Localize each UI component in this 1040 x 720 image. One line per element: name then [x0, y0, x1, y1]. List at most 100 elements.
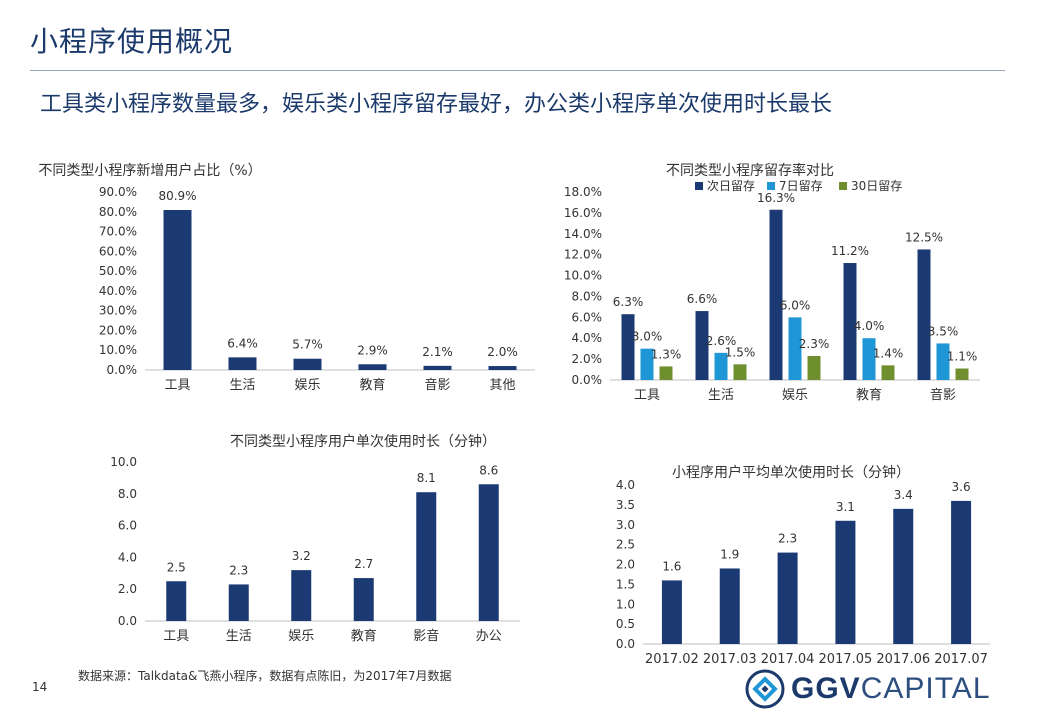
x-tick-label: 娱乐 — [294, 378, 320, 393]
x-tick-label: 生活 — [229, 378, 255, 393]
logo-text-capital: CAPITAL — [860, 672, 991, 705]
data-label: 3.0% — [632, 330, 663, 344]
data-label: 16.3% — [757, 191, 795, 205]
ggv-logo-mark-icon — [745, 669, 785, 709]
bar — [714, 352, 728, 380]
y-tick-label: 10.0% — [99, 343, 137, 357]
bar — [423, 365, 452, 370]
x-tick-label: 2017.05 — [819, 652, 873, 667]
data-label: 4.0% — [854, 319, 885, 333]
bar — [862, 338, 876, 380]
legend-swatch — [767, 182, 775, 190]
x-tick-label: 2017.03 — [703, 652, 757, 667]
data-label: 3.5% — [928, 324, 959, 338]
data-label: 1.6 — [662, 559, 681, 573]
bar — [893, 508, 914, 644]
page-title: 小程序使用概况 — [30, 25, 234, 58]
data-label: 3.1 — [836, 500, 855, 514]
data-label: 2.5 — [167, 560, 186, 574]
bar — [621, 314, 635, 380]
y-tick-label: 6.0 — [118, 519, 137, 533]
bar — [917, 249, 931, 380]
y-tick-label: 1.0 — [616, 597, 635, 611]
data-label: 1.4% — [873, 346, 904, 360]
x-tick-label: 娱乐 — [782, 388, 808, 403]
data-label: 2.3% — [799, 337, 830, 351]
data-label: 2.9% — [357, 343, 388, 357]
data-label: 11.2% — [831, 244, 869, 258]
legend-label: 次日留存 — [707, 179, 755, 193]
bar — [719, 568, 740, 644]
y-tick-label: 0.0 — [616, 637, 635, 651]
data-label: 8.1 — [417, 471, 436, 485]
bar — [835, 520, 856, 644]
y-tick-label: 0.5 — [616, 617, 635, 631]
y-tick-label: 10.0% — [564, 269, 602, 283]
data-label: 2.7 — [354, 557, 373, 571]
y-tick-label: 50.0% — [99, 264, 137, 278]
y-tick-label: 70.0% — [99, 225, 137, 239]
y-tick-label: 3.5 — [616, 498, 635, 512]
x-tick-label: 工具 — [634, 388, 660, 403]
chart-title: 不同类型小程序新增用户占比（%） — [38, 162, 261, 179]
data-label: 2.3 — [778, 532, 797, 546]
legend-swatch — [839, 182, 847, 190]
x-tick-label: 工具 — [164, 378, 190, 393]
y-tick-label: 30.0% — [99, 304, 137, 318]
y-tick-label: 2.0 — [616, 558, 635, 572]
bar — [293, 358, 322, 370]
bar — [163, 209, 192, 370]
y-tick-label: 6.0% — [572, 310, 603, 324]
x-tick-label: 影音 — [413, 628, 439, 644]
bar — [788, 317, 802, 380]
bar — [661, 580, 682, 644]
y-tick-label: 12.0% — [564, 248, 602, 262]
page-subtitle: 工具类小程序数量最多，娱乐类小程序留存最好，办公类小程序单次使用时长最长 — [40, 92, 833, 117]
data-label: 1.9 — [720, 547, 739, 561]
y-tick-label: 3.0 — [616, 518, 635, 532]
x-tick-label: 其他 — [489, 378, 515, 393]
x-tick-label: 生活 — [708, 388, 734, 403]
ggv-capital-logo: GGVCAPITAL — [745, 667, 1010, 711]
y-tick-label: 2.5 — [616, 538, 635, 552]
y-tick-label: 1.5 — [616, 577, 635, 591]
data-label: 8.6 — [479, 463, 498, 477]
data-label: 12.5% — [905, 230, 943, 244]
x-tick-label: 工具 — [163, 629, 189, 644]
y-tick-label: 0.0% — [107, 363, 138, 377]
x-tick-label: 2017.07 — [934, 652, 988, 667]
bar — [955, 368, 969, 380]
y-tick-label: 4.0% — [572, 331, 603, 345]
y-tick-label: 16.0% — [564, 206, 602, 220]
page-number: 14 — [32, 680, 48, 694]
bar — [291, 570, 312, 621]
data-label: 2.6% — [706, 334, 737, 348]
bar — [881, 365, 895, 380]
bar — [478, 484, 499, 621]
legend-swatch — [695, 182, 703, 190]
bar — [659, 366, 673, 380]
chart-title: 小程序用户平均单次使用时长（分钟） — [672, 464, 910, 481]
bar — [416, 492, 437, 621]
y-tick-label: 4.0 — [616, 478, 635, 492]
x-tick-label: 2017.06 — [876, 652, 930, 667]
chart-title: 不同类型小程序用户单次使用时长（分钟） — [230, 433, 496, 450]
y-tick-label: 10.0 — [110, 455, 137, 469]
y-tick-label: 20.0% — [99, 323, 137, 337]
bar — [358, 364, 387, 370]
data-label: 2.1% — [422, 345, 453, 359]
y-tick-label: 2.0 — [118, 582, 137, 596]
x-tick-label: 娱乐 — [288, 629, 314, 644]
y-tick-label: 18.0% — [564, 185, 602, 199]
data-label: 6.0% — [780, 298, 811, 312]
x-tick-label: 教育 — [359, 377, 385, 393]
data-label: 3.2 — [292, 549, 311, 563]
bar — [695, 311, 709, 380]
title-divider — [30, 70, 1005, 71]
data-label: 2.3 — [229, 563, 248, 577]
x-tick-label: 教育 — [351, 628, 377, 644]
bar — [228, 357, 257, 370]
bar — [843, 263, 857, 380]
data-label: 6.3% — [613, 295, 644, 309]
y-tick-label: 40.0% — [99, 284, 137, 298]
